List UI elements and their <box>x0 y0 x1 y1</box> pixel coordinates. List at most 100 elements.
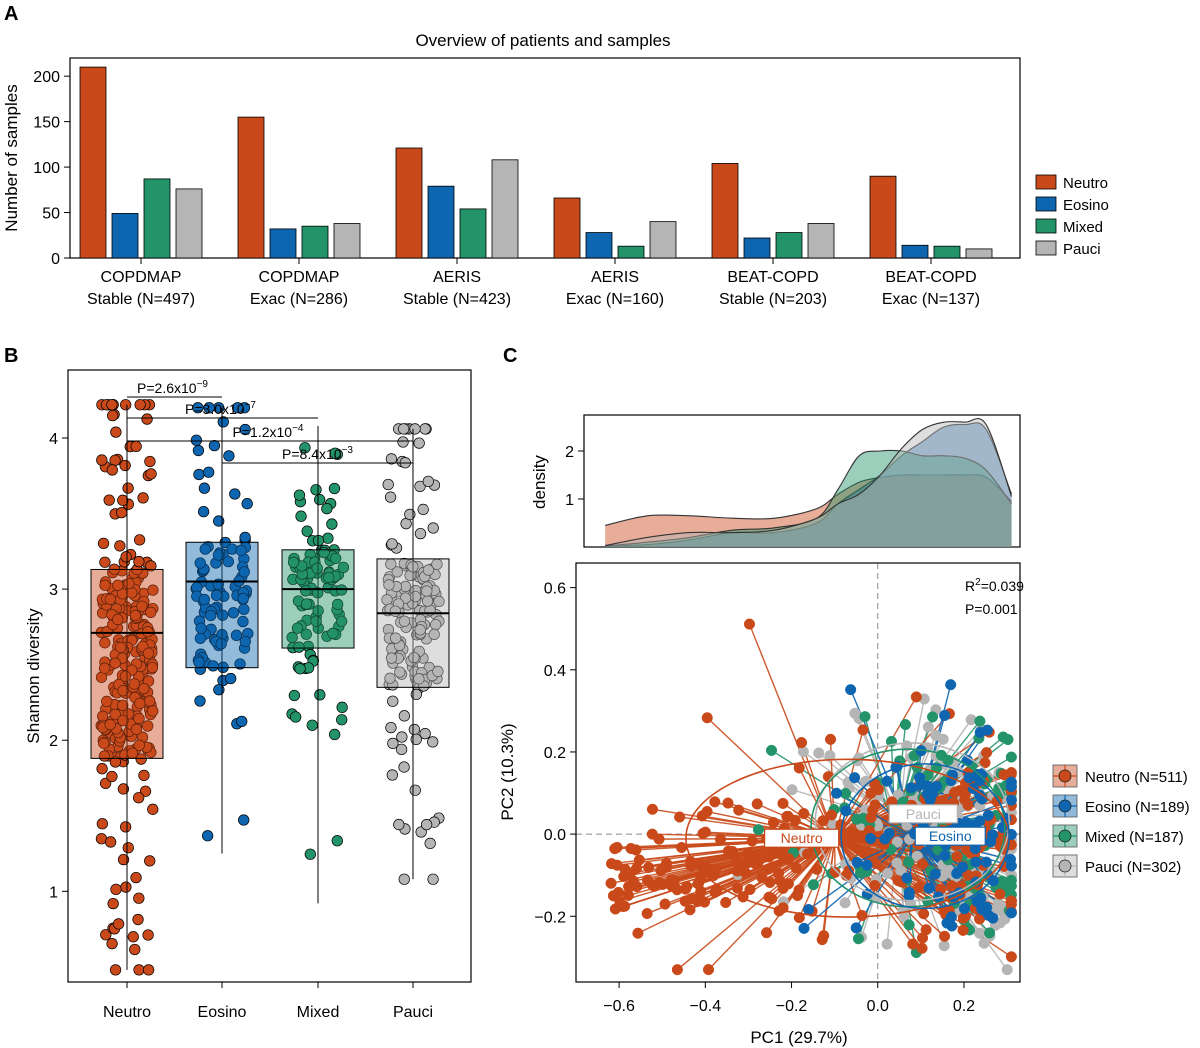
point-neutro <box>702 964 715 976</box>
point-neutro <box>980 747 993 759</box>
point-eosino <box>901 872 913 884</box>
point-neutro <box>671 964 683 976</box>
point-neutro <box>939 930 951 942</box>
box-point-eosino <box>192 444 205 457</box>
pvalue-exponent: −3 <box>342 445 354 456</box>
r2-value: =0.039 <box>981 578 1024 594</box>
point-eosino <box>914 772 926 784</box>
box-point-neutro <box>109 756 122 768</box>
spoke-neutro <box>706 717 836 839</box>
pcoa-legend-label: Pauci (N=302) <box>1085 859 1181 876</box>
point-eosino <box>903 886 915 899</box>
point-neutro <box>701 712 713 724</box>
box-point-eosino <box>237 615 249 628</box>
centroid-label-neutro: Neutro <box>781 830 823 846</box>
box-point-mixed <box>310 484 322 496</box>
box-point-neutro <box>96 454 108 466</box>
bar-x-tick-sublabel: Stable (N=497) <box>87 291 195 308</box>
point-neutro <box>714 833 727 845</box>
bar-x-tick-label: AERIS <box>433 269 481 286</box>
point-neutro <box>763 863 775 875</box>
point-eosino <box>987 912 999 924</box>
box-point-eosino <box>202 830 214 842</box>
bar-eosino <box>585 232 613 259</box>
legend-label-mixed: Mixed <box>1063 219 1103 236</box>
box-point-neutro <box>133 964 145 976</box>
box-point-neutro <box>117 685 129 697</box>
point-eosino <box>929 868 941 880</box>
bar-neutro <box>79 66 107 259</box>
pcoa-x-tick-label: −0.6 <box>603 998 635 1015</box>
point-neutro <box>696 810 708 822</box>
box-x-tick-label: Eosino <box>198 1004 247 1021</box>
box-point-eosino <box>194 557 206 569</box>
pcoa-panel: Pauci Neutro Eosino PC2 (10.3%) PC1 (29.7%… <box>498 562 1190 1047</box>
point-mixed <box>903 919 915 931</box>
box-point-eosino <box>222 555 235 568</box>
box-point-eosino <box>230 629 243 641</box>
box-point-neutro <box>119 670 132 682</box>
point-neutro <box>685 860 697 872</box>
pvalue-label: P=3.0x10−7 <box>185 400 256 417</box>
box-point-neutro <box>119 821 132 833</box>
box-eosino <box>185 541 259 669</box>
box-point-neutro <box>139 785 152 797</box>
box-point-mixed <box>327 627 339 639</box>
box-point-pauci <box>419 423 431 435</box>
bar-pauci <box>807 223 835 259</box>
box-point-eosino <box>239 635 251 648</box>
point-mixed <box>974 715 986 727</box>
pcoa-y-tick-label: −0.2 <box>534 909 566 926</box>
box-point-neutro <box>117 853 130 866</box>
box-point-neutro <box>103 494 115 506</box>
point-eosino <box>905 782 917 794</box>
pcoa-legend-dot <box>1058 769 1072 783</box>
box-point-mixed <box>304 848 316 860</box>
point-eosino <box>849 772 861 784</box>
box-point-mixed <box>329 447 341 459</box>
pcoa-legend-dot <box>1058 799 1072 813</box>
box-point-mixed <box>314 494 326 506</box>
point-neutro <box>761 846 774 858</box>
point-eosino <box>864 832 877 845</box>
point-neutro <box>1005 951 1017 963</box>
density-y-tick-label: 1 <box>565 492 574 509</box>
point-mixed <box>859 711 871 723</box>
density-y-ticks: 12 <box>565 444 584 509</box>
box-point-eosino <box>198 593 211 606</box>
box-point-neutro <box>137 492 149 504</box>
pcoa-x-tick-label: 0.0 <box>867 998 889 1015</box>
point-neutro <box>655 864 667 877</box>
point-neutro <box>711 884 723 896</box>
point-eosino <box>923 882 935 894</box>
box-point-mixed <box>336 714 348 726</box>
box-point-neutro <box>138 769 150 782</box>
box-plot-panel: Shannon diversity 1 2 3 4 Neutro Eosino Mixed… <box>24 369 472 1021</box>
pvalue-label: P=8.4x10−3 <box>282 445 353 462</box>
box-point-pauci <box>384 672 396 684</box>
box-point-neutro <box>132 913 144 926</box>
box-point-eosino <box>236 715 248 727</box>
box-point-pauci <box>386 769 398 781</box>
box-point-pauci <box>413 437 425 449</box>
point-neutro <box>957 912 969 924</box>
point-neutro <box>722 797 734 809</box>
box-point-eosino <box>238 566 250 578</box>
box-point-neutro <box>142 647 155 659</box>
box-point-neutro <box>99 637 111 649</box>
box-point-neutro <box>147 705 159 717</box>
box-point-eosino <box>239 423 251 436</box>
panel-label-a: A <box>4 3 18 25</box>
pcoa-legend-dot <box>1058 829 1072 843</box>
box-point-eosino <box>212 549 225 561</box>
point-neutro <box>764 876 776 889</box>
legend-label-eosino: Eosino <box>1063 197 1109 214</box>
point-neutro <box>826 809 838 821</box>
point-eosino <box>980 856 992 868</box>
box-point-neutro <box>123 577 135 590</box>
box-neutro <box>90 568 164 759</box>
point-neutro <box>781 854 793 866</box>
point-neutro <box>684 904 696 916</box>
box-point-eosino <box>215 638 227 650</box>
box-point-mixed <box>301 525 313 537</box>
